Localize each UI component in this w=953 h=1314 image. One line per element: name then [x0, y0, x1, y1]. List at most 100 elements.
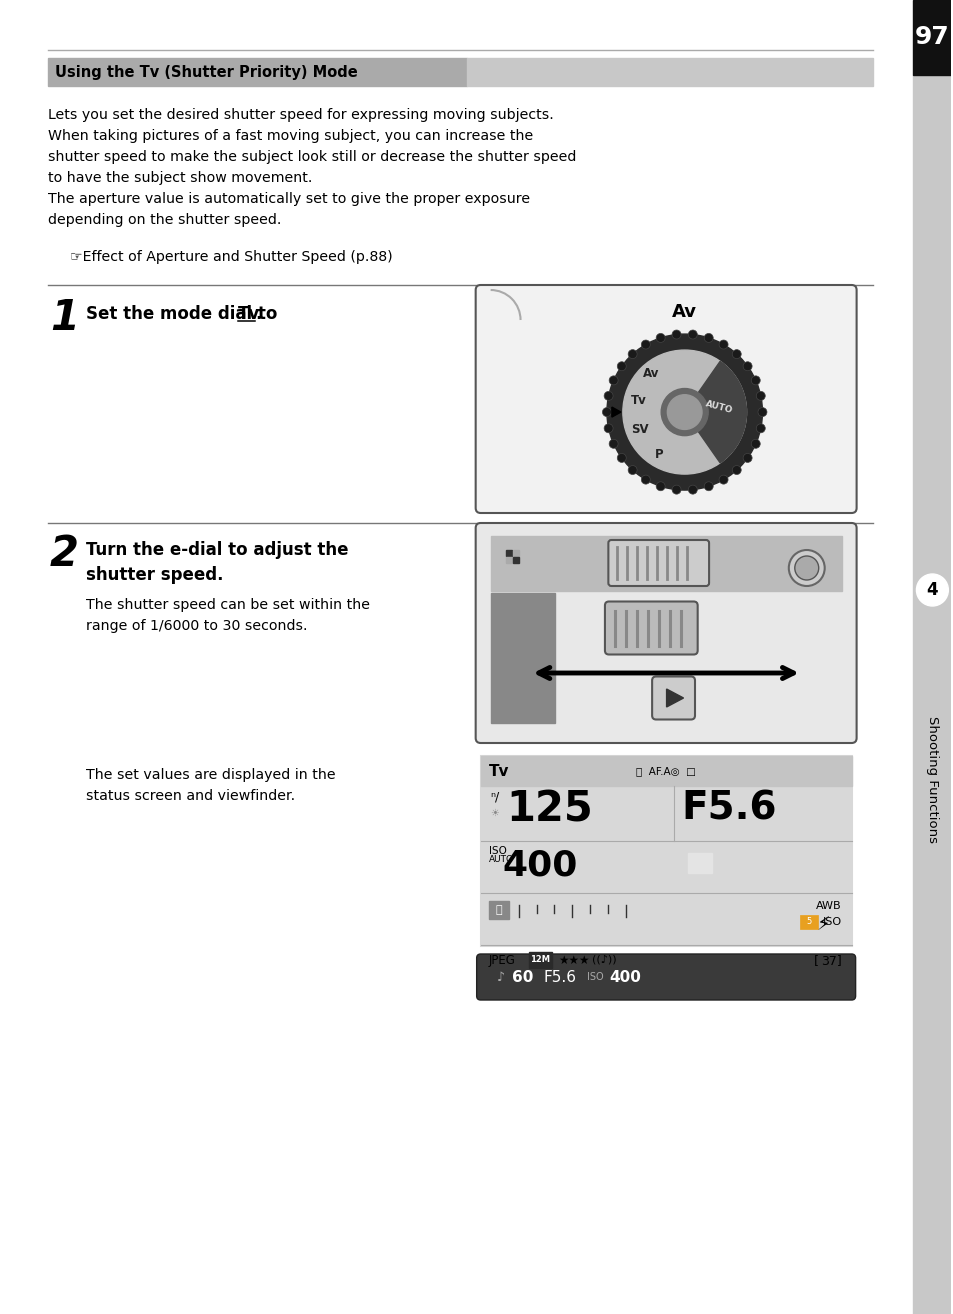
Text: AWB: AWB [815, 901, 841, 911]
Text: ISO: ISO [586, 972, 603, 982]
Polygon shape [666, 689, 682, 707]
Text: Set the mode dial to: Set the mode dial to [86, 305, 283, 323]
Text: 2: 2 [50, 533, 79, 576]
Bar [490, 593, 555, 723]
Circle shape [667, 394, 701, 430]
Circle shape [732, 350, 740, 359]
Circle shape [606, 334, 761, 490]
Circle shape [622, 350, 746, 474]
Text: [: [ [813, 954, 818, 967]
Text: AUTO: AUTO [703, 399, 733, 415]
Bar [913, 0, 950, 75]
Text: 12M: 12M [530, 955, 550, 964]
Circle shape [750, 439, 760, 448]
Text: 60: 60 [512, 970, 533, 984]
Text: ⍃: ⍃ [495, 905, 501, 915]
Bar [512, 551, 518, 556]
Circle shape [758, 407, 766, 417]
Bar [688, 853, 712, 872]
Text: ♪: ♪ [497, 971, 504, 983]
Circle shape [627, 350, 637, 359]
Text: to have the subject show movement.: to have the subject show movement. [48, 171, 312, 185]
Bar [505, 551, 511, 556]
Text: shutter speed to make the subject look still or decrease the shutter speed: shutter speed to make the subject look s… [48, 150, 576, 164]
Circle shape [609, 439, 618, 448]
FancyBboxPatch shape [608, 540, 708, 586]
Text: depending on the shutter speed.: depending on the shutter speed. [48, 213, 281, 227]
Circle shape [609, 376, 618, 385]
Circle shape [742, 361, 751, 371]
Text: 37]: 37] [820, 954, 841, 967]
Circle shape [756, 424, 764, 432]
Text: SV: SV [631, 423, 648, 436]
Text: ⚡: ⚡ [816, 916, 830, 934]
Circle shape [640, 340, 650, 350]
Circle shape [719, 340, 727, 350]
Text: ((♪)): ((♪)) [592, 954, 617, 964]
Circle shape [671, 330, 680, 339]
Bar [913, 75, 950, 1314]
Text: JPEG: JPEG [488, 954, 515, 967]
Text: P: P [654, 448, 662, 461]
Text: Turn the e-dial to adjust the: Turn the e-dial to adjust the [86, 541, 348, 558]
Text: range of 1/6000 to 30 seconds.: range of 1/6000 to 30 seconds. [86, 619, 307, 633]
Text: Av: Av [641, 367, 659, 380]
Circle shape [660, 389, 707, 436]
Circle shape [603, 392, 613, 401]
Bar [505, 557, 511, 562]
Circle shape [703, 334, 713, 343]
Text: 97: 97 [914, 25, 949, 49]
FancyBboxPatch shape [476, 523, 856, 742]
Circle shape [603, 424, 613, 432]
Circle shape [617, 453, 625, 463]
Text: The aperture value is automatically set to give the proper exposure: The aperture value is automatically set … [48, 192, 530, 206]
Text: Tv: Tv [630, 394, 645, 407]
Text: When taking pictures of a fast moving subject, you can increase the: When taking pictures of a fast moving su… [48, 129, 533, 143]
Circle shape [640, 476, 650, 484]
Bar [466, 58, 872, 85]
Bar [490, 536, 841, 591]
Text: Av: Av [672, 304, 697, 321]
Wedge shape [684, 361, 746, 463]
Text: Tv: Tv [238, 305, 260, 323]
Circle shape [656, 334, 664, 343]
Text: 5: 5 [805, 917, 810, 926]
Circle shape [756, 392, 764, 401]
Circle shape [788, 551, 823, 586]
Circle shape [719, 476, 727, 484]
Text: ⌸  AF.A◎  □: ⌸ AF.A◎ □ [636, 766, 696, 777]
Bar [528, 953, 552, 968]
Bar [48, 58, 466, 85]
Text: F5.6: F5.6 [543, 970, 577, 984]
Bar [480, 756, 851, 786]
Polygon shape [611, 407, 620, 417]
Text: .: . [255, 305, 261, 323]
Bar [488, 901, 508, 918]
Text: ☀: ☀ [490, 808, 498, 819]
Circle shape [742, 453, 751, 463]
FancyBboxPatch shape [652, 677, 695, 720]
Circle shape [916, 574, 947, 606]
Text: status screen and viewfinder.: status screen and viewfinder. [86, 788, 294, 803]
Text: F5.6: F5.6 [680, 790, 776, 828]
FancyBboxPatch shape [604, 602, 697, 654]
Text: 400: 400 [502, 849, 578, 883]
Text: Lets you set the desired shutter speed for expressing moving subjects.: Lets you set the desired shutter speed f… [48, 108, 553, 122]
Text: shutter speed.: shutter speed. [86, 566, 223, 583]
Text: 125: 125 [506, 788, 593, 830]
Text: ⁿ/: ⁿ/ [490, 791, 499, 804]
Text: ISO: ISO [488, 846, 506, 855]
Bar [512, 557, 518, 562]
Bar [799, 915, 817, 929]
Circle shape [627, 465, 637, 474]
Circle shape [750, 376, 760, 385]
FancyBboxPatch shape [476, 285, 856, 512]
Text: ISO: ISO [821, 917, 841, 926]
Text: The set values are displayed in the: The set values are displayed in the [86, 767, 335, 782]
Text: Using the Tv (Shutter Priority) Mode: Using the Tv (Shutter Priority) Mode [54, 64, 357, 80]
Circle shape [732, 465, 740, 474]
Circle shape [617, 361, 625, 371]
Text: AUTO: AUTO [488, 855, 513, 865]
Text: Tv: Tv [488, 763, 509, 778]
Circle shape [656, 482, 664, 490]
